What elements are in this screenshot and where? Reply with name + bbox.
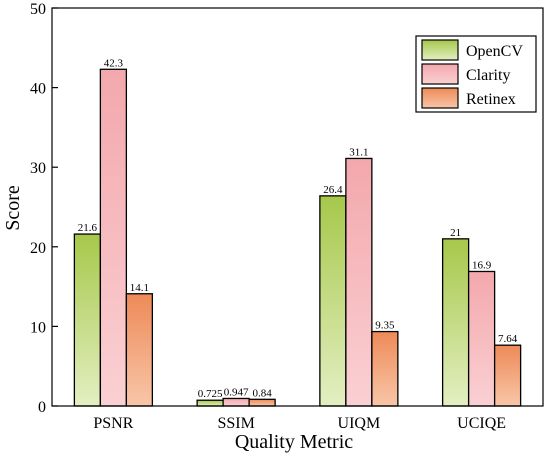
bar-clarity-psnr <box>99 68 128 407</box>
bar-opencv-ssim <box>196 399 224 407</box>
bar-retinex-psnr <box>125 293 154 407</box>
legend-swatch <box>421 63 459 85</box>
bar-clarity-uciqe <box>467 270 496 407</box>
data-label: 0.725 <box>198 388 223 400</box>
data-label: 42.3 <box>104 57 124 69</box>
x-tick-label: UIQM <box>338 415 381 432</box>
bar-retinex-uiqm <box>371 330 399 407</box>
y-tick-label: 10 <box>30 319 46 336</box>
x-tick-label: PSNR <box>93 415 133 432</box>
bar-retinex-ssim <box>248 398 276 407</box>
data-label: 26.4 <box>323 184 343 196</box>
data-label: 9.35 <box>375 320 395 332</box>
y-tick-label: 50 <box>30 1 46 18</box>
x-axis-label: Quality Metric <box>235 431 353 453</box>
bar-opencv-uciqe <box>441 238 470 407</box>
data-labels-group: 21.6 42.3 14.1 0.725 0.947 0.84 26.4 31.1 9.35 21… <box>78 57 518 400</box>
plot-frame <box>51 7 544 407</box>
x-axis-ticks: PSNR SSIM UIQM UCIQE <box>93 400 506 432</box>
data-label: 14.1 <box>130 282 149 294</box>
bar-clarity-uiqm <box>345 157 373 407</box>
data-label: 7.64 <box>498 333 518 345</box>
legend-label: Clarity <box>466 67 510 84</box>
y-axis-ticks: 0 10 20 30 40 50 <box>30 1 58 416</box>
data-label: 21.6 <box>78 222 98 234</box>
bar-clarity-ssim <box>222 397 250 407</box>
data-label: 0.947 <box>224 386 249 398</box>
bar-retinex-uciqe <box>493 344 522 407</box>
x-tick-label: SSIM <box>217 415 254 432</box>
legend-label: OpenCV <box>466 43 523 60</box>
y-tick-label: 30 <box>30 160 46 177</box>
bar-opencv-uiqm <box>319 195 347 407</box>
legend-label: Retinex <box>466 91 516 108</box>
bar-opencv-psnr <box>73 233 102 407</box>
y-tick-label: 0 <box>38 399 46 416</box>
legend-swatch <box>421 87 459 109</box>
y-tick-label: 40 <box>30 81 46 98</box>
legend-swatch <box>421 39 459 61</box>
data-label: 31.1 <box>349 146 368 158</box>
x-tick-label: UCIQE <box>457 415 506 432</box>
y-axis-label: Score <box>2 185 24 231</box>
y-tick-label: 20 <box>30 240 46 257</box>
data-label: 16.9 <box>472 259 492 271</box>
data-label: 21 <box>450 227 461 239</box>
legend: OpenCV Clarity Retinex <box>415 35 537 113</box>
data-label: 0.84 <box>253 387 273 399</box>
